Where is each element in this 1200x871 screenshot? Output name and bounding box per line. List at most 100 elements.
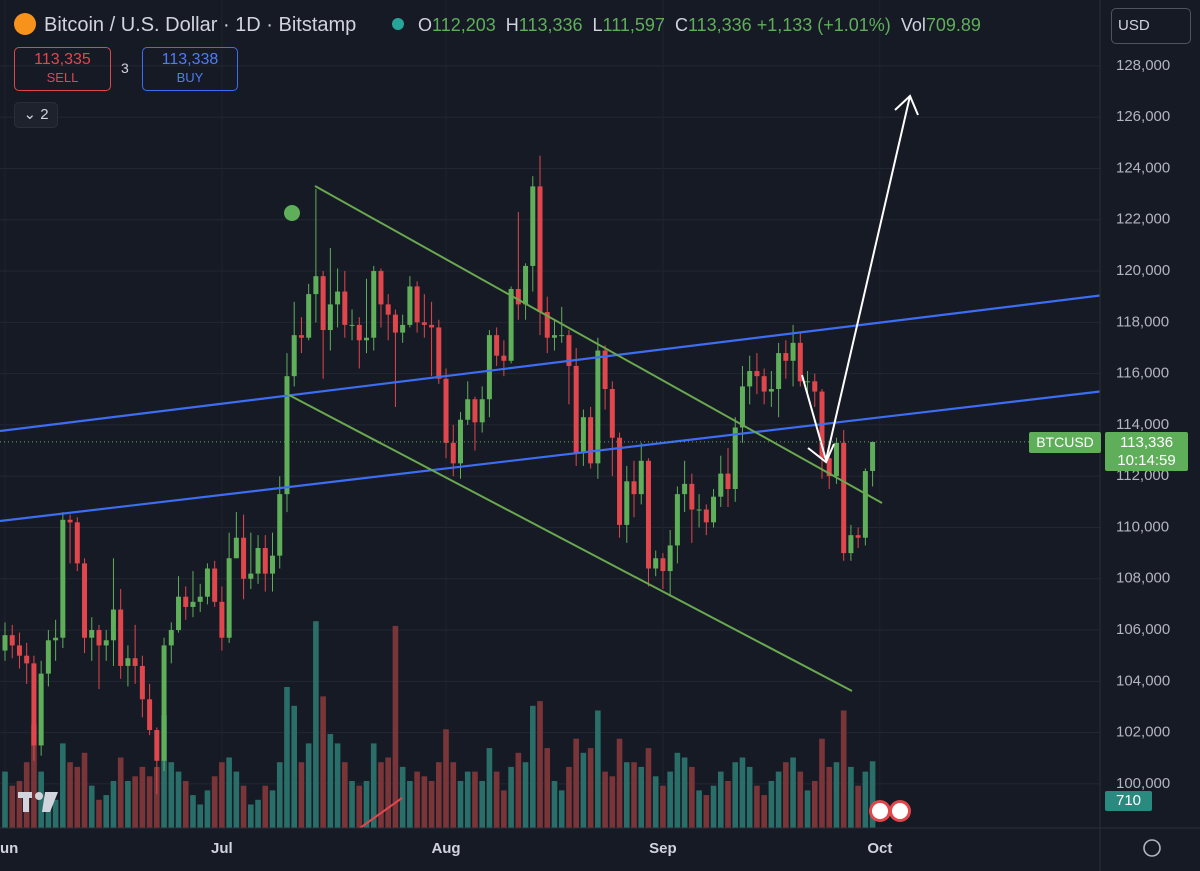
candle-body xyxy=(805,381,811,383)
volume-bar xyxy=(450,762,457,828)
volume-bar xyxy=(96,799,102,828)
volume-bar xyxy=(689,766,695,828)
coin-icon xyxy=(14,13,36,35)
candle-body xyxy=(197,596,203,602)
volume-bar xyxy=(551,781,558,828)
candle-body xyxy=(241,537,247,579)
candle-body xyxy=(588,417,594,464)
legend-key: H xyxy=(505,15,519,35)
candle-body xyxy=(530,186,536,266)
candle-body xyxy=(356,324,362,341)
volume-bar xyxy=(284,687,290,828)
legend-change: +1,133 (+1.01%) xyxy=(756,15,891,35)
volume-bar xyxy=(754,785,760,828)
candle-body xyxy=(421,322,427,325)
candle-body xyxy=(855,535,861,538)
candle-body xyxy=(385,304,391,315)
candle-body xyxy=(96,630,102,646)
legend-value: 111,597 xyxy=(602,15,665,35)
volume-bar xyxy=(139,766,146,828)
volume-bar xyxy=(81,752,88,828)
candle-body xyxy=(501,355,507,361)
symbol-tag: BTCUSD xyxy=(1029,431,1101,453)
arrow-path xyxy=(801,95,911,461)
symbol-title: Bitcoin / U.S. Dollar · 1D · Bitstamp xyxy=(44,14,357,36)
volume-bar xyxy=(855,785,861,828)
volume-bar xyxy=(486,748,493,828)
volume-bar xyxy=(790,757,796,828)
volume-bar xyxy=(342,762,348,828)
volume-bar xyxy=(768,781,775,828)
candle-body xyxy=(371,271,377,338)
candle-body xyxy=(190,601,196,607)
candle-body xyxy=(9,635,15,646)
volume-bar xyxy=(103,795,110,828)
alert-icon[interactable] xyxy=(284,205,300,221)
candle-body xyxy=(342,291,348,325)
volume-bar xyxy=(848,766,854,828)
candle-body xyxy=(291,335,297,377)
volume-bar xyxy=(233,771,240,828)
candle-body xyxy=(443,378,449,443)
volume-bar xyxy=(457,781,464,828)
candle-body xyxy=(609,388,615,438)
volume-bar xyxy=(501,790,507,828)
volume-bar xyxy=(9,785,16,828)
candle-body xyxy=(400,324,406,333)
candle-body xyxy=(262,547,268,574)
candle-body xyxy=(110,609,116,641)
candle-body xyxy=(38,673,44,746)
sell-label: SELL xyxy=(46,70,79,85)
volume-bar xyxy=(211,776,218,828)
candle-body xyxy=(472,399,478,423)
candle-body xyxy=(147,699,153,731)
candle-body xyxy=(739,386,745,428)
candle-body xyxy=(732,427,738,490)
y-tick-label: 114,000 xyxy=(1116,416,1169,433)
candle-body xyxy=(392,314,398,333)
settings-icon[interactable] xyxy=(1143,839,1161,857)
volume-bar xyxy=(125,781,131,828)
candle-body xyxy=(233,537,239,559)
candle-body xyxy=(479,399,485,423)
x-tick-label: Jun xyxy=(0,840,18,857)
indicator-count: 2 xyxy=(40,106,49,123)
volume-bar xyxy=(248,804,254,828)
y-tick-label: 110,000 xyxy=(1116,518,1169,535)
candle-body xyxy=(255,547,261,574)
volume-bar xyxy=(862,771,869,828)
candle-body xyxy=(580,417,586,454)
volume-bar xyxy=(378,762,384,828)
volume-bar xyxy=(110,781,117,828)
volume-bar xyxy=(595,710,601,828)
volume-bar xyxy=(421,776,428,828)
volume-bar xyxy=(696,790,702,828)
candle-body xyxy=(768,388,774,392)
volume-bar xyxy=(783,762,789,828)
volume-bar xyxy=(761,795,767,828)
currency-select[interactable]: USD xyxy=(1111,8,1191,44)
event-icons[interactable] xyxy=(869,800,911,822)
sell-button[interactable]: 113,335 SELL xyxy=(14,47,111,91)
candle-body xyxy=(776,353,782,389)
channel-line xyxy=(0,294,1100,433)
volume-bar xyxy=(529,705,536,828)
symbol-tag-text: BTCUSD xyxy=(1036,433,1094,450)
status-dot xyxy=(392,18,404,30)
y-tick-label: 100,000 xyxy=(1116,775,1170,792)
volume-bar xyxy=(602,771,608,828)
volume-bar xyxy=(327,734,334,828)
candle-body xyxy=(812,381,818,392)
candle-body xyxy=(725,473,731,490)
volume-bar xyxy=(566,766,572,828)
volume-bar xyxy=(464,771,471,828)
candle-body xyxy=(16,645,22,656)
indicators-toggle[interactable]: ⌄ 2 xyxy=(14,102,58,128)
volume-bar xyxy=(349,781,355,828)
volume-bar xyxy=(154,766,160,828)
candle-body xyxy=(797,342,803,382)
volume-bar xyxy=(168,762,175,828)
buy-button[interactable]: 113,338 BUY xyxy=(142,47,238,91)
